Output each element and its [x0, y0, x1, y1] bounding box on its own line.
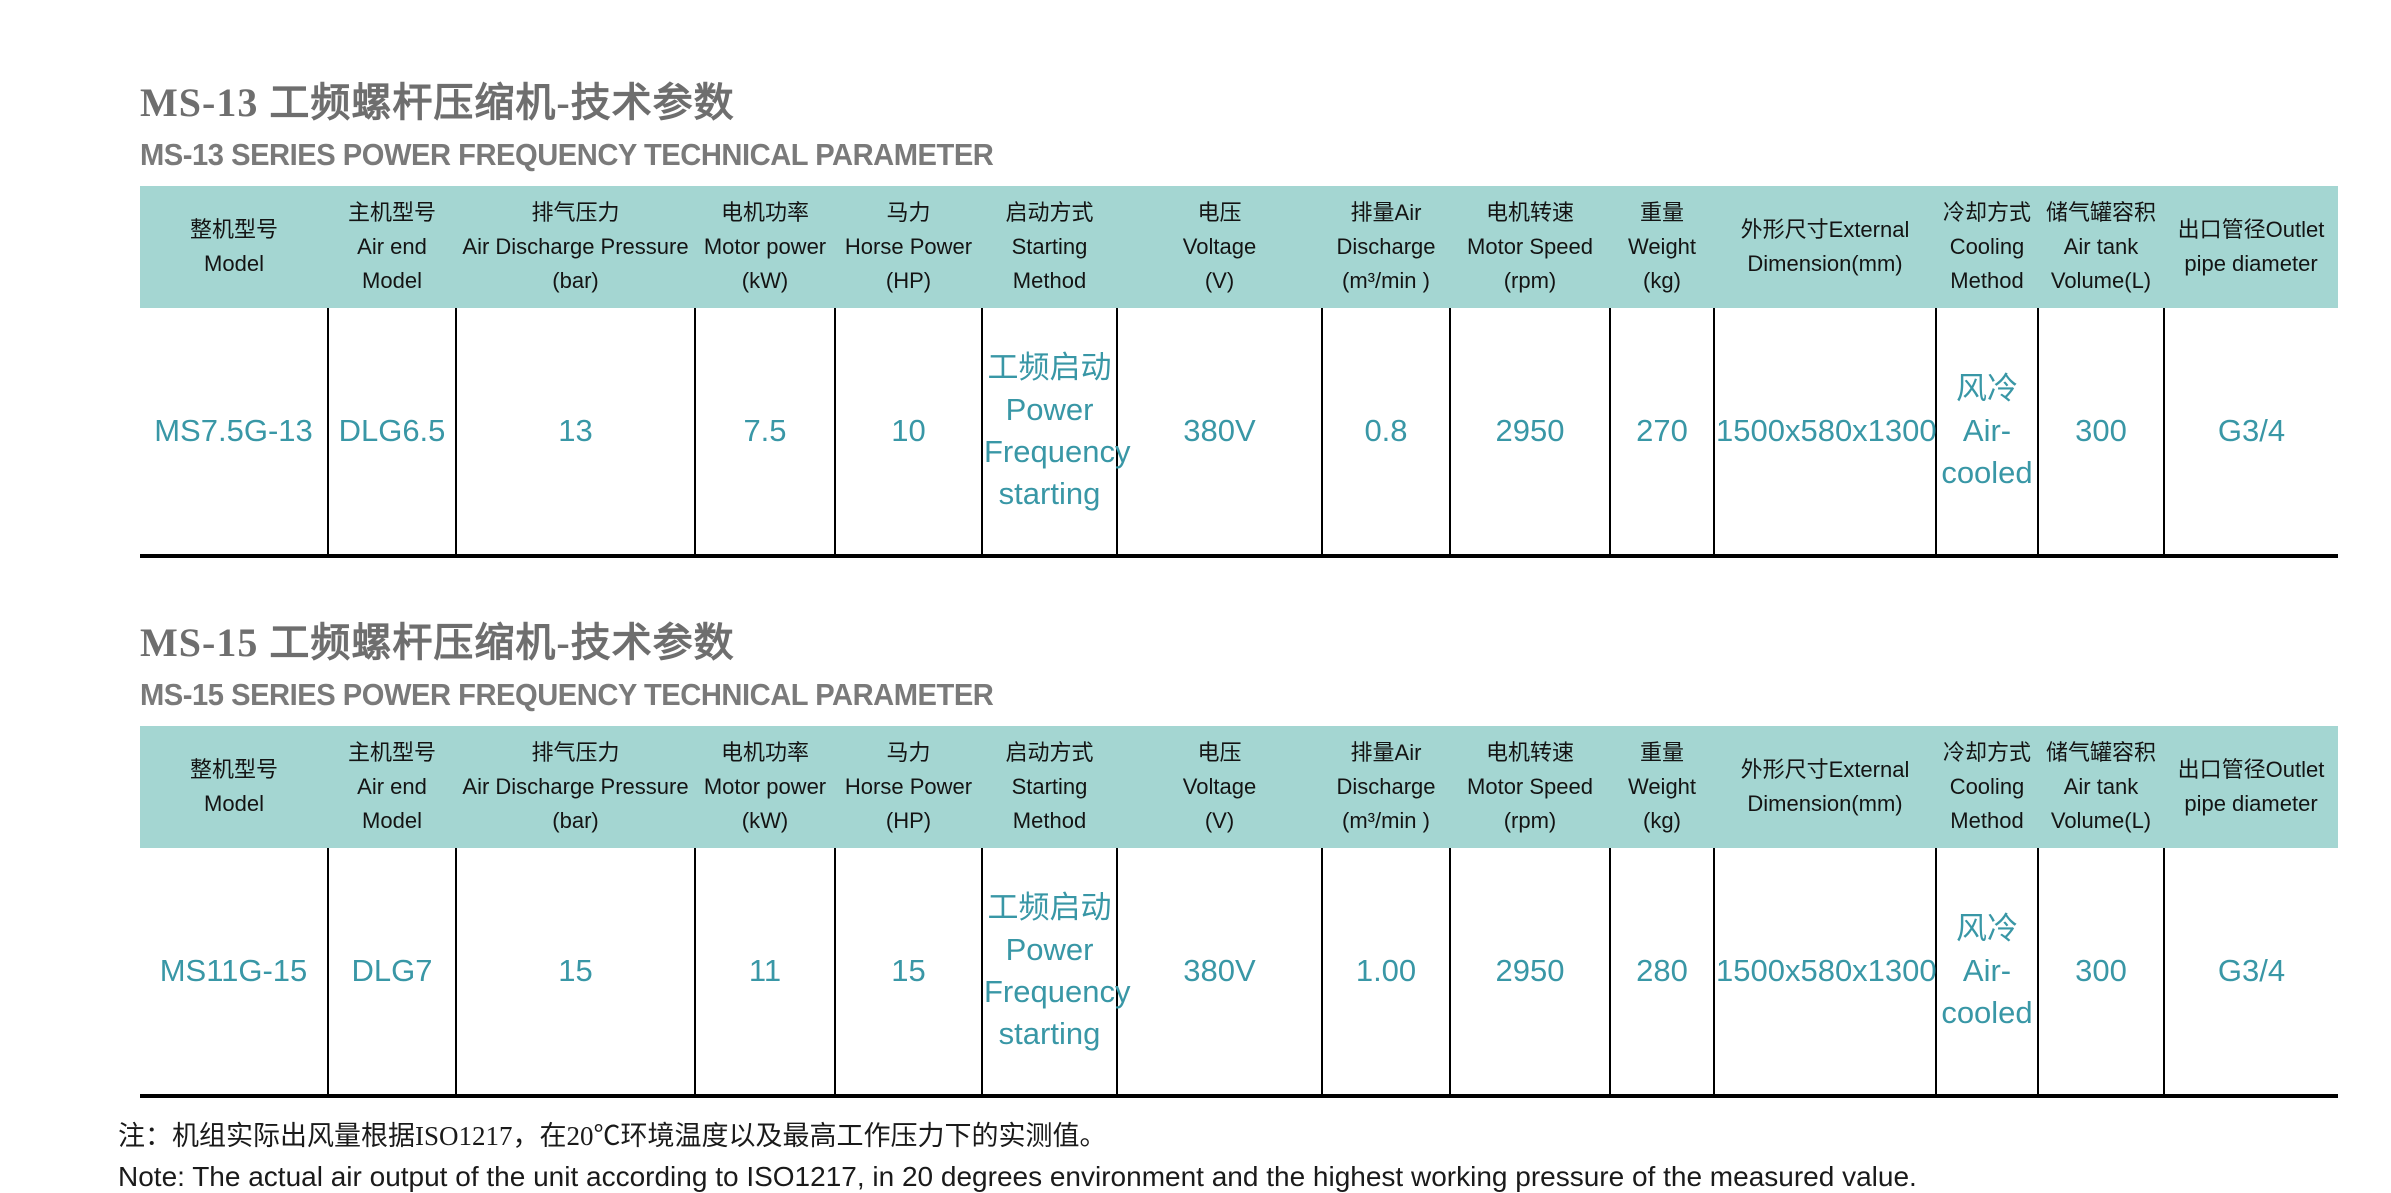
header-cell-horse-power: 马力 Horse Power (HP): [844, 739, 973, 834]
header-cell-tank-volume: 储气罐容积 Air tank Volume(L): [2045, 199, 2156, 294]
ms13-title-zh: MS-13 工频螺杆压缩机-技术参数: [140, 80, 735, 125]
data-cell-horse-power: 10: [834, 308, 982, 556]
header-cell-weight: 重量 Weight (kg): [1627, 739, 1697, 834]
data-cell-weight: 270: [1609, 308, 1714, 556]
ms13-data-row: MS7.5G-13 DLG6.5 13 7.5 10 工频启动 Power Fr…: [140, 308, 2338, 556]
footnote-chinese: 注：机组实际出风量根据ISO1217，在20℃环境温度以及最高工作压力下的实测值…: [118, 1121, 1107, 1151]
data-cell-discharge-pressure: 15: [455, 848, 695, 1096]
ms15-header-row: 整机型号 Model 主机型号 Air end Model 排气压力 Air D…: [140, 726, 2338, 848]
header-cell-air-discharge: 排量Air Discharge (m³/min ): [1336, 199, 1436, 294]
header-cell-starting-method: 启动方式 Starting Method: [1005, 199, 1094, 294]
data-cell-outlet-diameter: G3/4: [2163, 308, 2338, 556]
footnote-english: Note: The actual air output of the unit …: [118, 1161, 1917, 1192]
data-cell-motor-speed: 2950: [1449, 848, 1610, 1096]
header-cell-horse-power: 马力 Horse Power (HP): [844, 199, 973, 294]
header-cell-air-end: 主机型号 Air end Model: [347, 199, 436, 294]
data-cell-motor-power: 11: [694, 848, 835, 1096]
header-cell-weight: 重量 Weight (kg): [1627, 199, 1697, 294]
data-cell-model: MS7.5G-13: [154, 413, 313, 449]
data-cell-model: MS11G-15: [159, 953, 308, 989]
header-cell-air-end: 主机型号 Air end Model: [347, 739, 436, 834]
ms15-table: 整机型号 Model 主机型号 Air end Model 排气压力 Air D…: [140, 726, 2338, 1098]
header-cell-discharge-pressure: 排气压力 Air Discharge Pressure (bar): [462, 739, 689, 834]
data-cell-weight: 280: [1609, 848, 1714, 1096]
ms13-header-row: 整机型号 Model 主机型号 Air end Model 排气压力 Air D…: [140, 186, 2338, 308]
header-cell-motor-power: 电机功率 Motor power (kW): [703, 199, 827, 294]
header-cell-voltage: 电压 Voltage (V): [1182, 739, 1257, 834]
data-cell-air-end: DLG7: [327, 848, 456, 1096]
header-cell-motor-speed: 电机转速 Motor Speed (rpm): [1467, 739, 1593, 834]
header-cell-outlet-diameter: 出口管径Outlet pipe diameter: [2177, 216, 2325, 276]
data-cell-starting-method: 工频启动 Power Frequency starting: [981, 848, 1130, 1096]
data-cell-dimension: 1500x580x1300: [1713, 308, 1937, 556]
ms15-title-zh: MS-15 工频螺杆压缩机-技术参数: [140, 620, 735, 665]
data-cell-cooling: 风冷 Air- cooled: [1935, 308, 2038, 556]
header-cell-discharge-pressure: 排气压力 Air Discharge Pressure (bar): [462, 199, 689, 294]
header-cell-dimension: 外形尺寸External Dimension(mm): [1740, 216, 1910, 276]
header-cell-air-discharge: 排量Air Discharge (m³/min ): [1336, 739, 1436, 834]
data-cell-starting-method: 工频启动 Power Frequency starting: [981, 308, 1130, 556]
data-cell-tank-volume: 300: [2037, 848, 2164, 1096]
data-cell-dimension: 1500x580x1300: [1713, 848, 1937, 1096]
header-cell-tank-volume: 储气罐容积 Air tank Volume(L): [2045, 739, 2156, 834]
data-cell-air-discharge: 1.00: [1321, 848, 1450, 1096]
data-cell-outlet-diameter: G3/4: [2163, 848, 2338, 1096]
header-cell-dimension: 外形尺寸External Dimension(mm): [1740, 756, 1910, 816]
data-cell-cooling: 风冷 Air- cooled: [1935, 848, 2038, 1096]
ms13-table: 整机型号 Model 主机型号 Air end Model 排气压力 Air D…: [140, 186, 2338, 558]
data-cell-air-end: DLG6.5: [327, 308, 456, 556]
header-cell-model: 整机型号 Model: [189, 756, 278, 816]
data-cell-motor-power: 7.5: [694, 308, 835, 556]
header-cell-outlet-diameter: 出口管径Outlet pipe diameter: [2177, 756, 2325, 816]
header-cell-voltage: 电压 Voltage (V): [1182, 199, 1257, 294]
data-cell-voltage: 380V: [1116, 308, 1322, 556]
ms15-section: MS-15 工频螺杆压缩机-技术参数 MS-15 SERIES POWER FR…: [140, 610, 2391, 1098]
ms13-title-en: MS-13 SERIES POWER FREQUENCY TECHNICAL P…: [140, 137, 994, 172]
ms15-data-row: MS11G-15 DLG7 15 11 15 工频启动 Power Freque…: [140, 848, 2338, 1096]
header-cell-starting-method: 启动方式 Starting Method: [1005, 739, 1094, 834]
header-cell-cooling: 冷却方式 Cooling Method: [1942, 199, 2031, 294]
ms13-section: MS-13 工频螺杆压缩机-技术参数 MS-13 SERIES POWER FR…: [140, 70, 2391, 558]
header-cell-cooling: 冷却方式 Cooling Method: [1942, 739, 2031, 834]
header-cell-motor-speed: 电机转速 Motor Speed (rpm): [1467, 199, 1593, 294]
data-cell-motor-speed: 2950: [1449, 308, 1610, 556]
data-cell-tank-volume: 300: [2037, 308, 2164, 556]
ms15-title-en: MS-15 SERIES POWER FREQUENCY TECHNICAL P…: [140, 677, 994, 712]
header-cell-model: 整机型号 Model: [189, 216, 278, 276]
data-cell-air-discharge: 0.8: [1321, 308, 1450, 556]
header-cell-motor-power: 电机功率 Motor power (kW): [703, 739, 827, 834]
data-cell-horse-power: 15: [834, 848, 982, 1096]
data-cell-voltage: 380V: [1116, 848, 1322, 1096]
data-cell-discharge-pressure: 13: [455, 308, 695, 556]
